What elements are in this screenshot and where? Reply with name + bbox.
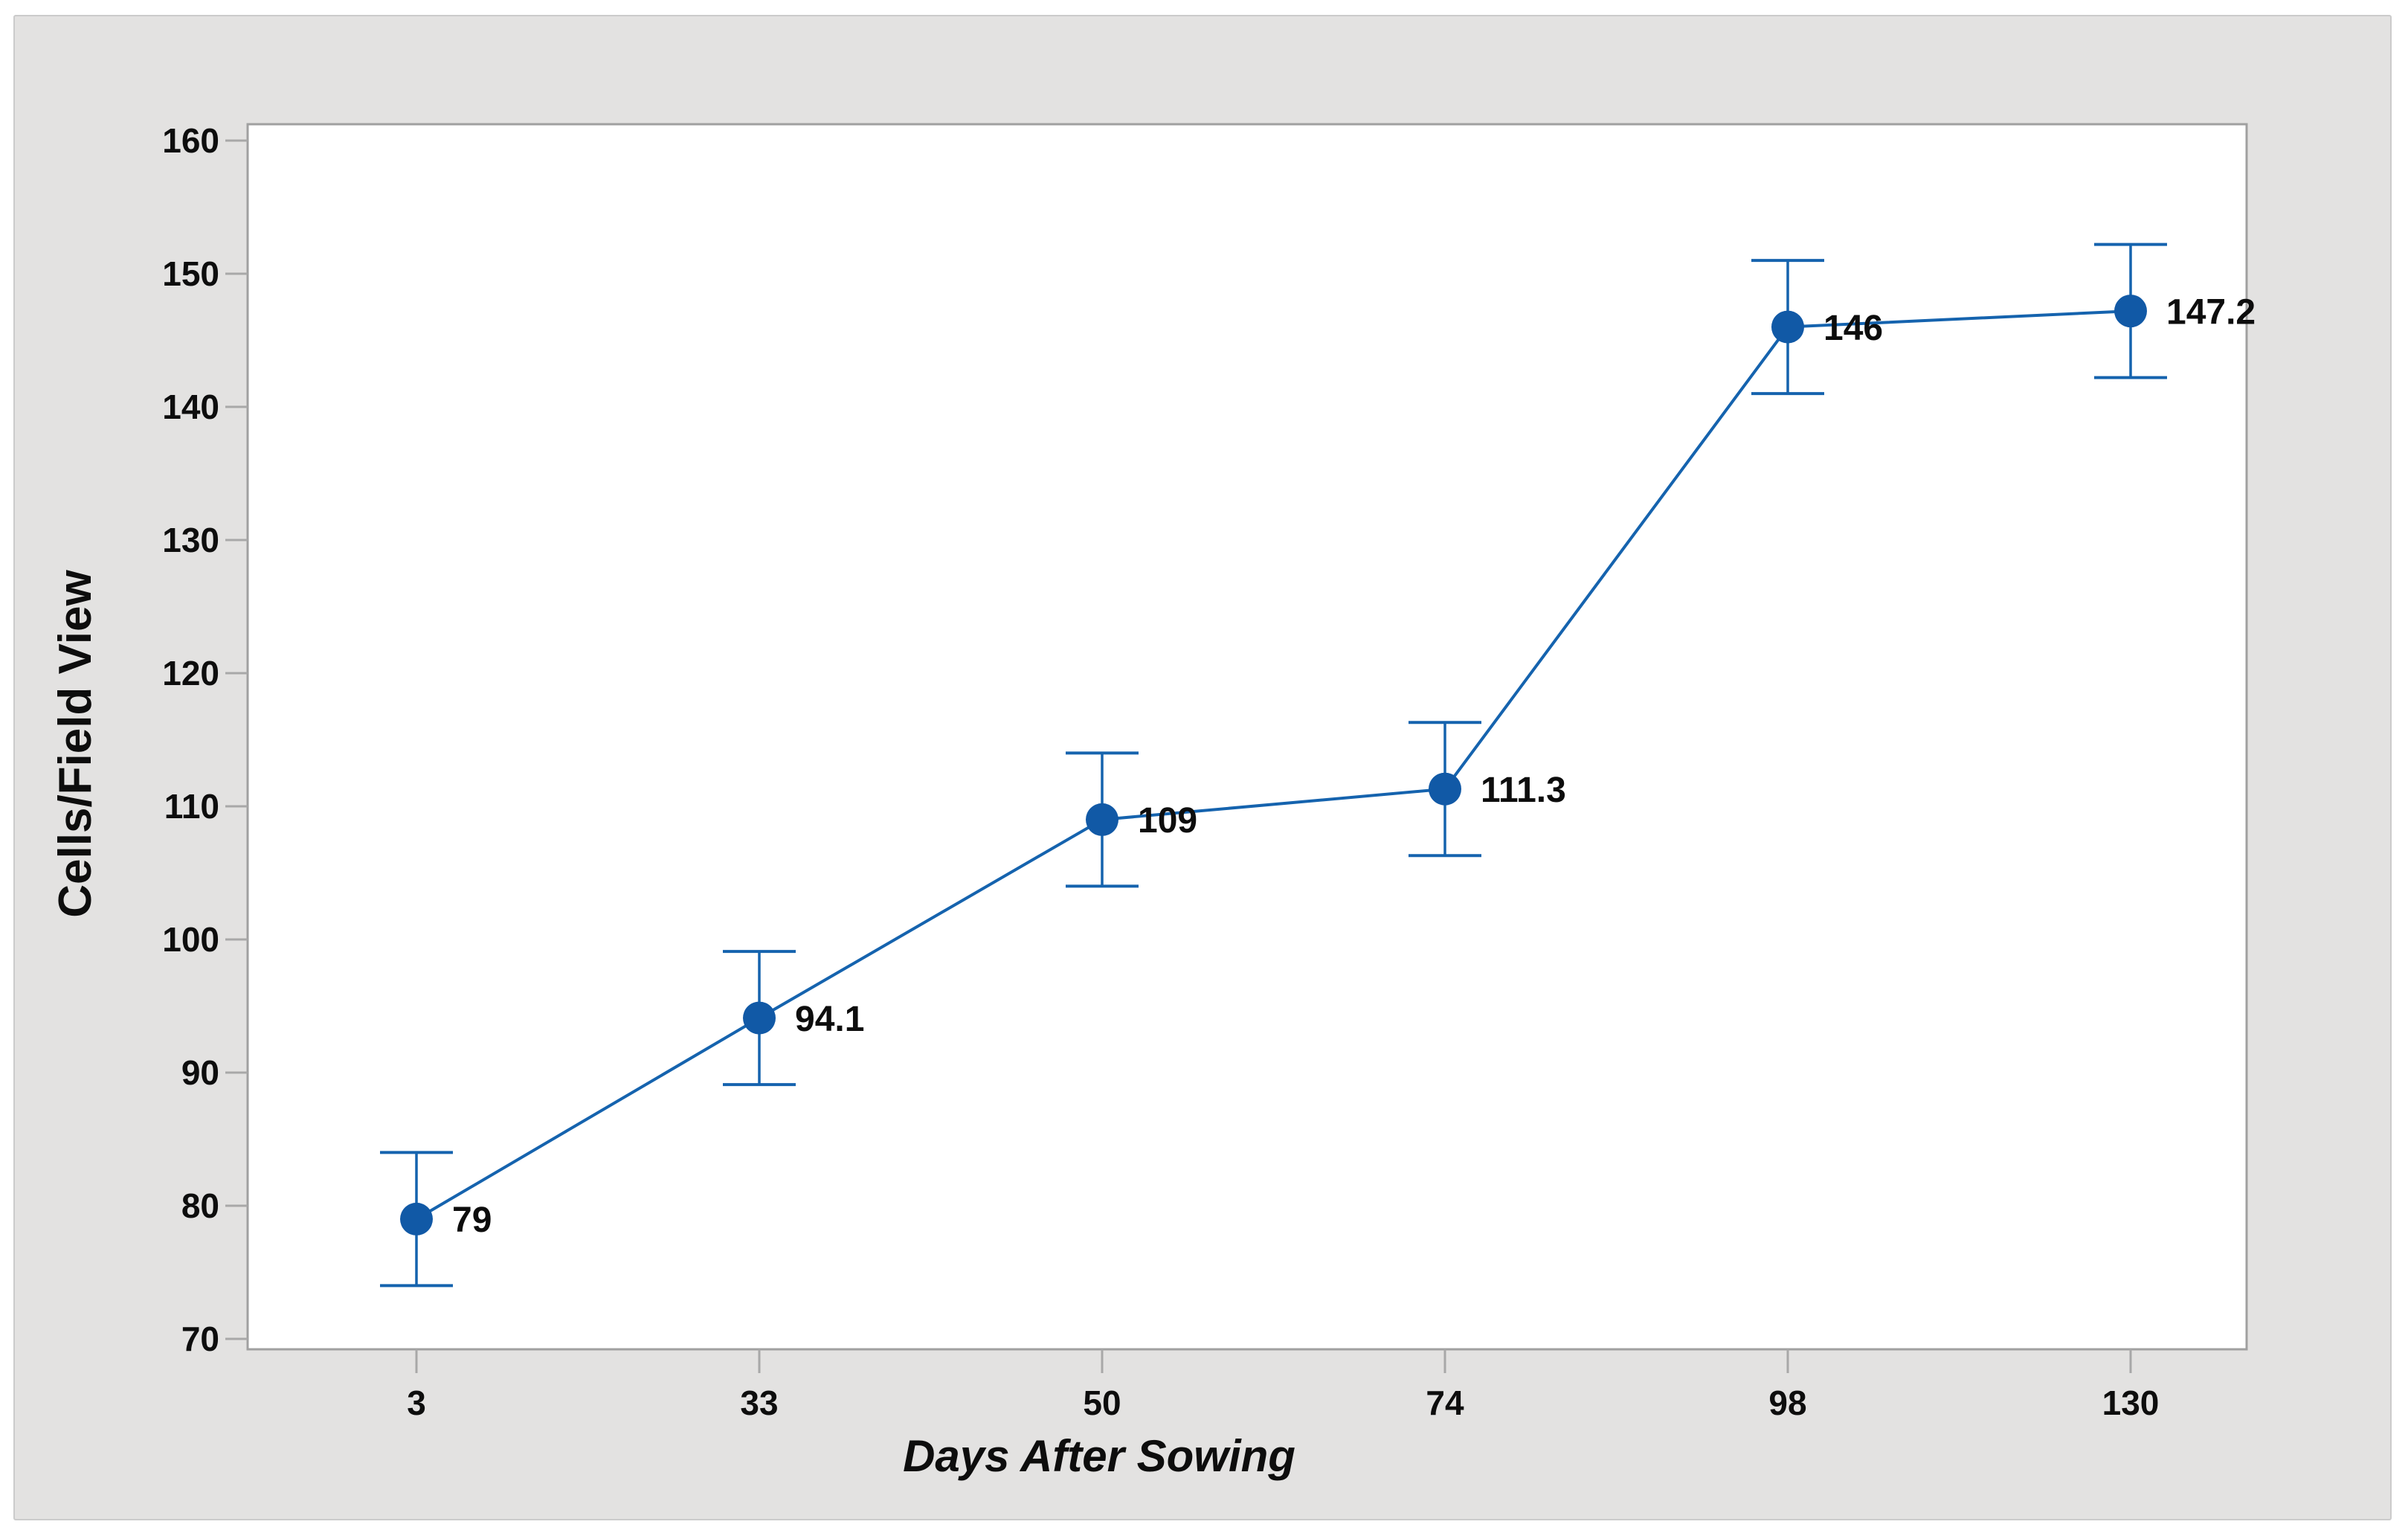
y-tick-label: 140: [162, 388, 219, 426]
y-tick-label: 100: [162, 920, 219, 959]
data-point-marker: [1086, 803, 1118, 836]
x-axis-title: Days After Sowing: [903, 1431, 1295, 1481]
y-tick-label: 120: [162, 654, 219, 693]
y-tick-label: 90: [181, 1053, 219, 1092]
y-tick-label: 160: [162, 121, 219, 160]
x-tick-label: 130: [2102, 1384, 2160, 1422]
data-point-label: 147.2: [2166, 292, 2256, 332]
data-point-label: 111.3: [1481, 771, 1566, 810]
y-tick-label: 80: [181, 1186, 219, 1225]
x-tick-label: 3: [407, 1384, 426, 1422]
series-line: [415, 309, 2131, 1221]
x-tick-label: 33: [740, 1384, 778, 1422]
data-point-label: 94.1: [795, 1000, 864, 1039]
x-tick-label: 98: [1768, 1384, 1806, 1422]
plot-area: [246, 123, 2248, 1351]
data-point-marker: [743, 1001, 776, 1035]
data-point-label: 146: [1823, 309, 1883, 348]
y-tick-label: 150: [162, 254, 219, 293]
data-point-marker: [1771, 310, 1804, 344]
data-point-marker: [1429, 772, 1461, 806]
data-point-marker: [2114, 295, 2147, 328]
data-point-label: 109: [1138, 801, 1197, 841]
data-point-marker: [400, 1202, 433, 1235]
x-tick-label: 74: [1426, 1384, 1464, 1422]
y-tick-label: 110: [164, 787, 219, 826]
y-axis-title: Cells/Field View: [50, 570, 101, 918]
y-tick-label: 70: [181, 1320, 219, 1358]
data-point-label: 79: [452, 1201, 492, 1240]
y-tick-label: 130: [162, 521, 219, 559]
x-tick-label: 50: [1083, 1384, 1121, 1422]
